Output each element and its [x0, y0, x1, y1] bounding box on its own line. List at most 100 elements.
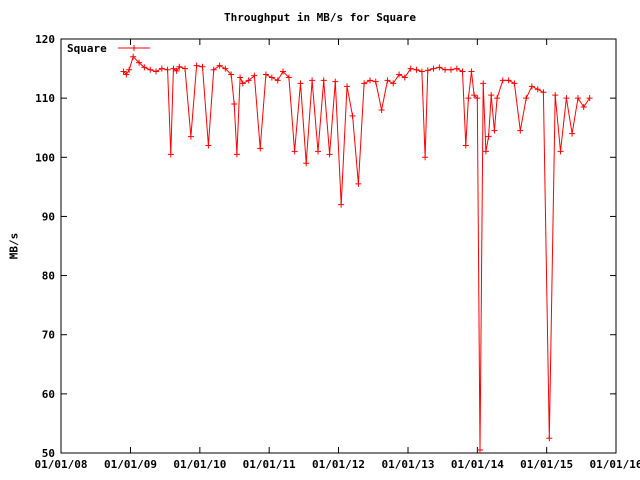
data-point	[407, 65, 414, 72]
y-tick-label: 80	[42, 270, 55, 283]
data-point	[326, 151, 333, 158]
data-point	[309, 77, 316, 84]
plot-frame	[60, 38, 617, 454]
data-point	[390, 80, 397, 87]
data-point	[459, 68, 466, 75]
chart-title: Throughput in MB/s for Square	[223, 11, 417, 24]
x-tick-label: 01/01/08	[35, 458, 88, 471]
data-point	[580, 104, 587, 111]
y-tick-label: 70	[42, 329, 55, 342]
data-point	[471, 92, 478, 99]
data-point	[563, 95, 570, 102]
x-tick-label: 01/01/13	[382, 458, 435, 471]
data-point	[297, 80, 304, 87]
data-point	[511, 80, 518, 87]
data-point	[141, 64, 148, 71]
data-point	[332, 78, 339, 85]
data-point	[430, 65, 437, 72]
data-point	[523, 95, 530, 102]
data-point	[453, 65, 460, 72]
data-point	[123, 71, 130, 78]
data-point	[517, 127, 524, 134]
x-tick-label: 01/01/12	[312, 458, 365, 471]
data-point	[167, 151, 174, 158]
data-point	[320, 77, 327, 84]
data-point	[465, 95, 472, 102]
data-point	[372, 78, 379, 85]
data-point	[152, 68, 159, 75]
data-point	[569, 130, 576, 137]
x-tick-label: 01/01/16	[590, 458, 640, 471]
data-point	[468, 68, 475, 75]
data-point	[251, 72, 258, 79]
y-tick-label: 90	[42, 210, 55, 223]
data-point	[205, 142, 212, 149]
data-point	[488, 92, 495, 99]
data-point	[170, 65, 177, 72]
data-point	[173, 67, 180, 74]
data-point	[540, 89, 547, 96]
data-point	[147, 66, 154, 73]
data-point	[396, 71, 403, 78]
data-point	[303, 160, 310, 167]
data-point	[534, 86, 541, 93]
data-point	[552, 92, 559, 99]
x-tick-label: 01/01/11	[243, 458, 296, 471]
x-tick-label: 01/01/09	[104, 458, 157, 471]
data-point	[424, 67, 431, 74]
data-point	[384, 77, 391, 84]
data-point	[413, 66, 420, 73]
data-point	[262, 71, 269, 78]
data-point	[233, 151, 240, 158]
y-tick-label: 120	[35, 33, 55, 46]
data-point	[546, 435, 553, 442]
data-point	[193, 62, 200, 69]
data-point	[344, 83, 351, 90]
data-point	[422, 154, 429, 161]
data-point	[182, 65, 189, 72]
data-point	[355, 180, 362, 187]
data-point	[494, 95, 501, 102]
data-point	[575, 95, 582, 102]
data-point	[447, 66, 454, 73]
data-point	[491, 127, 498, 134]
y-tick-label: 60	[42, 388, 55, 401]
data-point	[482, 148, 489, 155]
data-point	[176, 63, 183, 70]
data-point	[268, 74, 275, 81]
data-point	[485, 133, 492, 140]
x-tick-label: 01/01/14	[451, 458, 504, 471]
data-point	[274, 77, 281, 84]
data-point	[257, 145, 264, 152]
y-tick-label: 110	[35, 92, 55, 105]
data-point	[505, 77, 512, 84]
data-point	[480, 80, 487, 87]
data-point	[291, 148, 298, 155]
data-point	[477, 447, 484, 454]
data-point	[436, 64, 443, 71]
data-point	[378, 106, 385, 113]
data-point	[418, 68, 425, 75]
data-point	[216, 62, 223, 69]
data-point	[462, 142, 469, 149]
data-point	[499, 77, 506, 84]
data-point	[245, 77, 252, 84]
data-point	[367, 77, 374, 84]
data-point	[401, 74, 408, 81]
data-point	[557, 148, 564, 155]
data-point	[210, 66, 217, 73]
data-point	[187, 133, 194, 140]
data-point	[231, 101, 238, 108]
data-point	[361, 80, 368, 87]
data-point	[130, 53, 137, 60]
data-point	[239, 80, 246, 87]
data-point	[120, 68, 127, 75]
data-point	[314, 148, 321, 155]
data-point	[528, 83, 535, 90]
data-point	[280, 68, 287, 75]
data-point	[442, 66, 449, 73]
data-point	[164, 66, 171, 73]
y-tick-label: 100	[35, 151, 55, 164]
data-point	[474, 95, 481, 102]
